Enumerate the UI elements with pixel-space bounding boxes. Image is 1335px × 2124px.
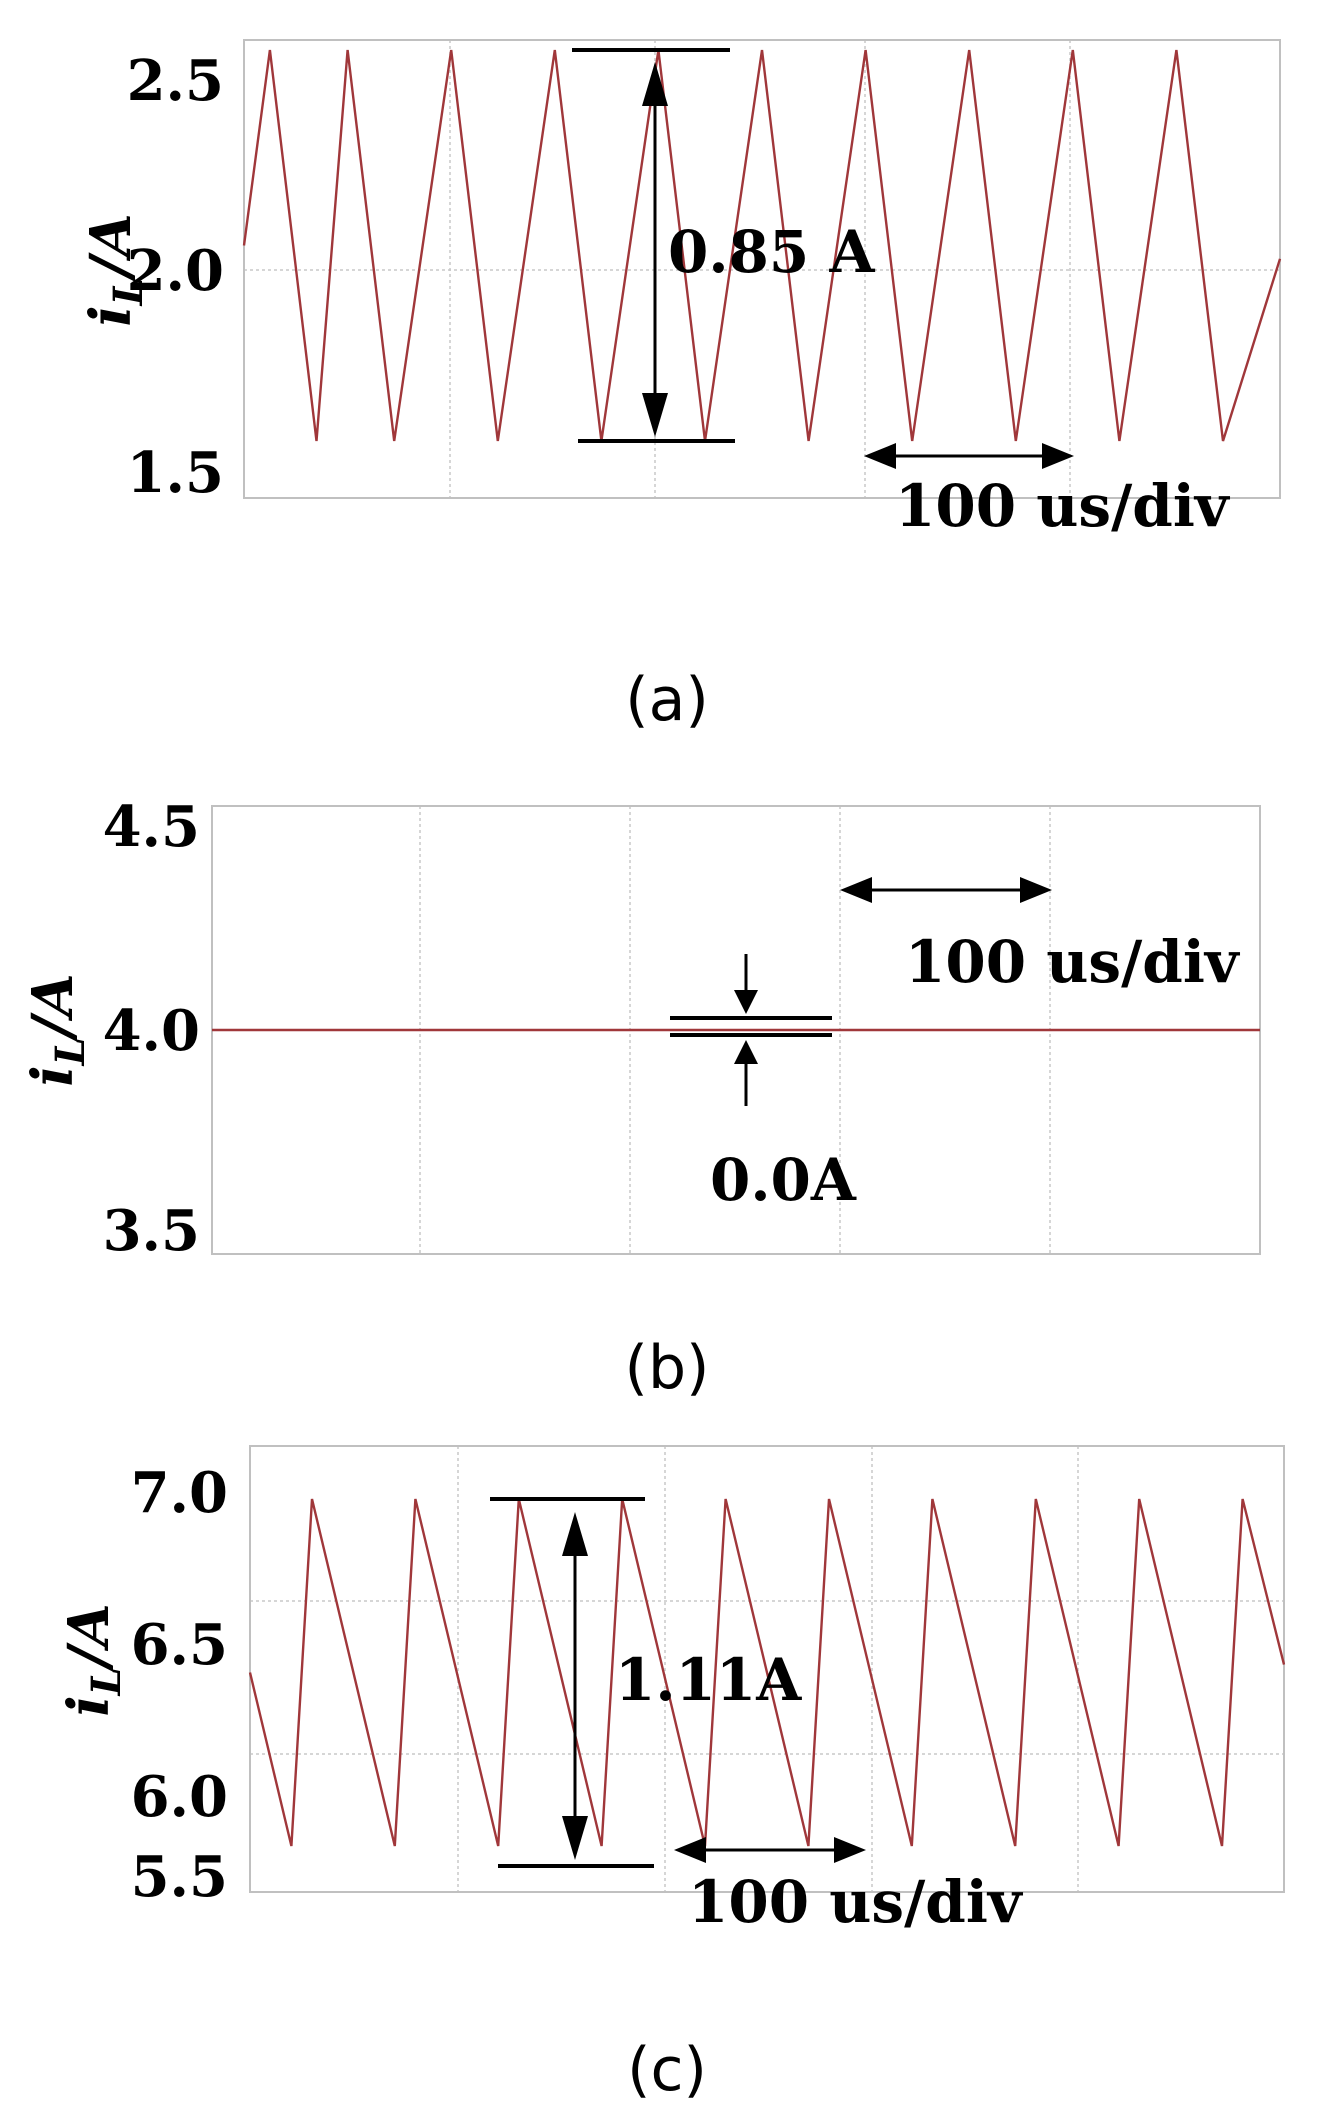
panel-c-ripple-label: 1.11A bbox=[615, 1646, 802, 1714]
panel-b: 4.5 4.0 3.5 iL/A 0.0A 100 us/div (b) bbox=[20, 794, 1261, 1403]
panel-b-caption: (b) bbox=[625, 1333, 710, 1403]
panel-a-ylabel-main: i bbox=[78, 305, 144, 326]
panel-c-grid bbox=[250, 1446, 1284, 1892]
panel-c: 7.0 6.5 6.0 5.5 iL/A 1.11A 100 us/div (c… bbox=[56, 1445, 1286, 2105]
panel-b-ylabel-unit: /A bbox=[20, 973, 86, 1042]
panel-a-arrowhead-up bbox=[642, 62, 668, 106]
panel-c-ylabel: iL/A bbox=[56, 1603, 130, 1716]
panel-a-caption: (a) bbox=[625, 665, 709, 735]
panel-c-ytick-1: 7.0 bbox=[131, 1460, 228, 1526]
panel-a-ytick-mid: 2.0 bbox=[127, 238, 224, 304]
panel-b-ytick-bottom: 3.5 bbox=[103, 1198, 200, 1264]
panel-a-trace bbox=[242, 49, 1282, 442]
panel-c-ylabel-unit: /A bbox=[56, 1603, 122, 1672]
panel-c-ytick-4: 5.5 bbox=[131, 1844, 228, 1910]
panel-b-timebase-head-right bbox=[1020, 877, 1052, 903]
panel-a-ytick-bottom: 1.5 bbox=[127, 440, 224, 506]
panel-a-ytick-top: 2.5 bbox=[127, 48, 224, 114]
panel-a-ylabel-subscript: L bbox=[105, 277, 152, 306]
panel-a-timebase-head-left bbox=[864, 443, 896, 469]
panel-c-ytick-3: 6.0 bbox=[131, 1764, 228, 1830]
panel-c-timebase-head-left bbox=[674, 1837, 706, 1863]
panel-b-ylabel-main: i bbox=[20, 1065, 86, 1086]
panel-c-timebase-label: 100 us/div bbox=[688, 1868, 1024, 1936]
panel-a-ylabel-unit: /A bbox=[78, 213, 144, 282]
panel-b-ylabel: iL/A bbox=[20, 973, 94, 1086]
panel-c-trace bbox=[248, 1498, 1286, 1847]
panel-a-timebase-head-right bbox=[1042, 443, 1074, 469]
panel-a-arrowhead-down bbox=[642, 393, 668, 437]
panel-c-frame bbox=[249, 1445, 1285, 1893]
panel-b-ripple-label: 0.0A bbox=[710, 1146, 857, 1214]
panel-b-arrowhead-up bbox=[734, 1040, 758, 1064]
panel-c-arrowhead-up bbox=[562, 1512, 588, 1556]
panel-a-ylabel: iL/A bbox=[78, 213, 152, 326]
panel-b-arrowhead-down bbox=[734, 990, 758, 1014]
panel-c-caption: (c) bbox=[627, 2035, 707, 2105]
panel-b-ytick-top: 4.5 bbox=[103, 794, 200, 860]
panel-a-timebase-label: 100 us/div bbox=[895, 472, 1231, 540]
panel-a: 2.5 2.0 1.5 iL/A 0.85 A 100 us/div (a) bbox=[78, 39, 1282, 735]
panel-c-arrowhead-down bbox=[562, 1816, 588, 1860]
panel-c-ylabel-main: i bbox=[56, 1695, 122, 1716]
panel-a-frame bbox=[243, 39, 1281, 499]
panel-c-timebase-head-right bbox=[834, 1837, 866, 1863]
panel-b-timebase-label: 100 us/div bbox=[905, 928, 1241, 996]
panel-b-ytick-mid: 4.0 bbox=[103, 998, 200, 1064]
panel-a-ripple-label: 0.85 A bbox=[668, 218, 875, 286]
panel-c-ylabel-subscript: L bbox=[83, 1667, 130, 1696]
panel-b-ylabel-subscript: L bbox=[47, 1037, 94, 1066]
panel-b-timebase-head-left bbox=[840, 877, 872, 903]
panel-c-ytick-2: 6.5 bbox=[131, 1612, 228, 1678]
